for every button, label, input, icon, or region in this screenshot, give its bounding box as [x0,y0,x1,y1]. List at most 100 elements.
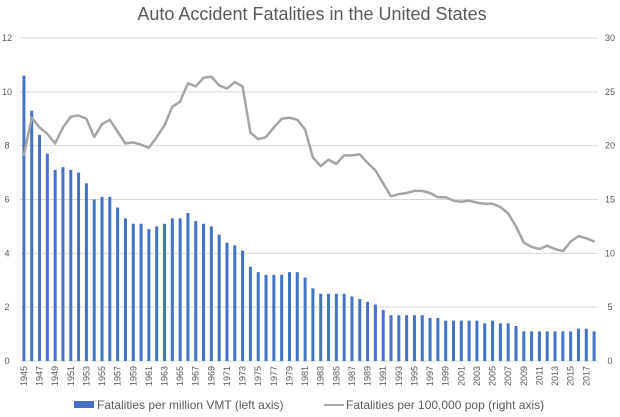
bar [209,226,213,361]
left-axis-tick-label: 2 [4,302,9,312]
bar [342,293,346,361]
left-axis-ticks: 0 2 4 6 8 10 12 [2,33,12,366]
line-point [562,250,564,252]
x-axis-tick-label: 1967 [191,366,201,386]
bar [280,274,284,361]
line-point [499,206,502,208]
bar [475,320,479,361]
line-point [241,85,244,88]
line-point [312,156,314,159]
legend-swatch-bars [74,401,94,408]
line-point [390,195,392,198]
bar [561,331,565,361]
bar [77,172,81,361]
line-point [296,119,299,121]
bar [592,331,596,361]
x-axis-tick-label: 1991 [378,366,388,386]
bar [84,183,88,361]
left-axis-tick-label: 4 [4,248,9,258]
line-point [468,199,470,202]
line-point [569,240,572,243]
line-point [218,84,220,87]
line-point [46,133,49,135]
line-point [507,212,509,215]
x-axis-tick-label: 1945 [19,366,29,386]
bar [467,320,471,361]
bar [30,110,34,361]
bar [53,169,57,361]
x-axis-tick-label: 1979 [284,366,294,386]
bar [452,320,455,361]
line-point [585,237,588,240]
x-axis-tick-label: 1997 [425,366,435,386]
line-point [444,196,447,199]
x-axis-tick-label: 1965 [175,366,185,386]
bar [155,226,159,361]
line-point [69,115,72,118]
line-point [546,244,549,247]
bar [319,293,323,361]
line-point [413,190,416,192]
x-axis-tick-label: 2009 [519,366,529,386]
line-point [522,241,525,244]
right-axis-tick-label: 0 [607,356,612,366]
x-axis-tick-label: 1987 [347,366,357,386]
x-axis-tick-label: 2017 [581,366,591,386]
right-axis-tick-label: 5 [607,302,612,312]
x-axis-tick-label: 1947 [35,366,45,386]
x-axis-tick-label: 1981 [300,366,310,386]
line-point [155,136,158,138]
x-axis-tick-label: 1985 [331,366,341,386]
bar [358,299,362,361]
bar [420,315,424,361]
left-axis-tick-label: 8 [4,141,9,151]
line-point [38,126,41,129]
line-point [171,106,174,108]
line-point [515,225,517,228]
bar [366,301,370,361]
line-point [366,162,369,164]
bar [553,331,557,361]
line-point [538,248,541,250]
right-axis-tick-label: 25 [605,87,615,97]
line-point [124,142,127,145]
line-point [421,190,424,192]
bar [459,320,463,361]
bar [412,315,416,361]
line-point [288,116,291,119]
line-point [351,154,353,157]
bar [256,272,260,361]
line-point [335,163,338,165]
line-point [249,131,252,134]
bar [233,245,237,361]
x-axis-tick-label: 1957 [113,366,123,386]
line-point [210,75,213,78]
bar [327,293,331,361]
x-axis-tick-label: 1963 [160,366,170,386]
bar [272,274,276,361]
line-point [179,100,181,103]
bar [170,218,174,361]
legend-label-line: Fatalities per 100,000 pop (right axis) [346,398,544,412]
line-point [491,203,494,205]
line-point [265,136,267,138]
bar [123,218,127,361]
bar [584,328,588,361]
bar [147,229,151,361]
line-point [116,130,119,133]
line-point [577,235,580,237]
right-axis-tick-label: 15 [605,195,615,205]
bar [444,320,448,361]
line-point [93,136,96,138]
bar [537,331,541,361]
line-point [358,153,361,156]
bar [217,234,221,361]
bar [483,323,487,361]
x-axis-tick-label: 1983 [316,366,326,386]
x-axis-tick-label: 1949 [50,366,60,386]
line-point [374,169,377,172]
x-axis-tick-label: 1953 [81,366,91,386]
bar [389,315,393,361]
line-point [62,126,64,129]
